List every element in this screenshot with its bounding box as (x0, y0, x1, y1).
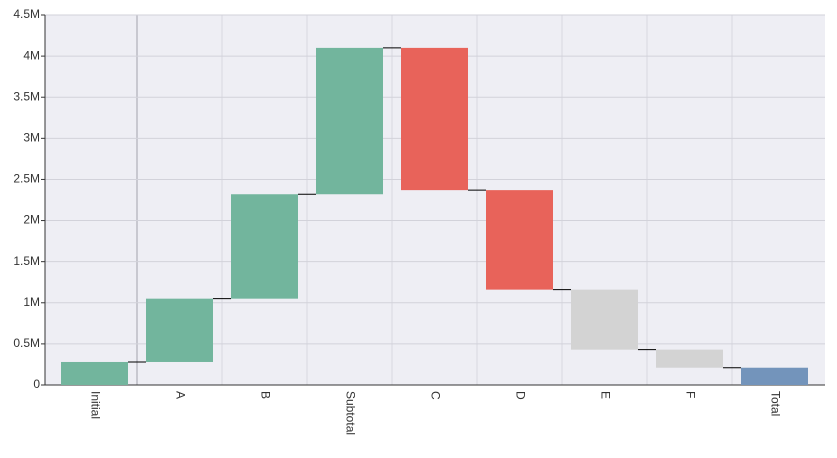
x-tick-label: F (683, 391, 697, 398)
y-tick-label: 2.5M (13, 172, 40, 186)
bar (656, 349, 723, 368)
y-tick-label: 1M (23, 295, 40, 309)
bar (401, 47, 468, 191)
bar (316, 47, 383, 195)
bar (741, 367, 808, 385)
bar (571, 289, 638, 350)
bar (146, 298, 213, 362)
x-tick-label: Total (768, 391, 782, 416)
y-tick-label: 0 (33, 377, 40, 391)
x-tick-label: Initial (88, 391, 102, 419)
y-tick-label: 3M (23, 131, 40, 145)
bar (486, 190, 553, 290)
y-tick-label: 3.5M (13, 89, 40, 103)
x-tick-label: Subtotal (343, 391, 357, 435)
x-tick-label: A (173, 391, 187, 399)
y-tick-label: 0.5M (13, 336, 40, 350)
bar (231, 194, 298, 299)
x-tick-label: C (428, 391, 442, 400)
x-tick-label: D (513, 391, 527, 400)
x-tick-label: B (258, 391, 272, 399)
y-tick-label: 2M (23, 213, 40, 227)
bar (61, 361, 128, 385)
y-tick-label: 1.5M (13, 254, 40, 268)
x-tick-label: E (598, 391, 612, 399)
y-tick-label: 4.5M (13, 7, 40, 21)
y-tick-label: 4M (23, 48, 40, 62)
